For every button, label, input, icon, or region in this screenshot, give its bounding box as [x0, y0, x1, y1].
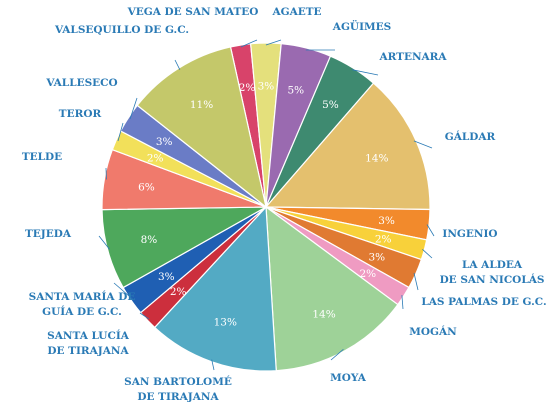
category-label: MOYA	[330, 372, 367, 384]
leader-line	[413, 272, 419, 291]
leader-line	[330, 348, 344, 361]
pie-slice	[153, 205, 277, 372]
slice-percent-label: 3%	[258, 81, 275, 93]
category-label: AGAETE	[271, 6, 321, 18]
category-label: TEROR	[59, 108, 102, 120]
category-label: MOGÁN	[409, 324, 457, 338]
category-label: VEGA DE SAN MATEO	[127, 6, 259, 18]
category-label: LA ALDEA DE SAN NICOLÁS	[440, 259, 545, 286]
slice-percent-label: 13%	[214, 316, 237, 328]
slice-percent-label: 3%	[378, 215, 395, 227]
leader-line	[265, 39, 282, 46]
slice-percent-label: 8%	[141, 234, 158, 246]
slice-percent-label: 2%	[147, 153, 164, 165]
slice-percent-label: 2%	[170, 286, 187, 298]
leader-line	[240, 39, 258, 48]
slice-percent-label: 3%	[158, 271, 175, 283]
category-label: ARTENARA	[378, 51, 447, 63]
category-label: TELDE	[22, 151, 62, 163]
category-label: INGENIO	[442, 228, 497, 240]
slice-percent-label: 14%	[365, 153, 388, 165]
slice-percent-label: 5%	[322, 99, 339, 111]
slice-percent-label: 11%	[190, 99, 213, 111]
category-label: AGÜIMES	[332, 19, 391, 33]
leader-line	[422, 249, 433, 259]
slice-percent-label: 2%	[375, 234, 392, 246]
slice-percent-label: 14%	[312, 309, 335, 321]
leader-line	[98, 235, 110, 250]
category-label: VALLESECO	[45, 77, 117, 89]
slice-percent-label: 3%	[368, 251, 385, 263]
category-label: TEJEDA	[25, 228, 72, 240]
leader-line	[129, 97, 138, 120]
leader-line	[139, 312, 150, 320]
category-label: SANTA LUCÍA DE TIRAJANA	[47, 328, 130, 357]
slice-percent-label: 5%	[287, 84, 304, 96]
leader-line	[351, 69, 379, 76]
leader-line	[211, 359, 215, 371]
slice-percent-label: 2%	[359, 268, 376, 280]
category-label: SANTA MARÍA DE GUÍA DE G.C.	[29, 289, 136, 318]
slice-percent-label: 3%	[156, 136, 173, 148]
category-label: SAN BARTOLOMÉ DE TIRAJANA	[124, 374, 232, 403]
slice-percent-label: 2%	[239, 82, 256, 94]
leader-line	[113, 282, 134, 300]
leader-line	[413, 140, 433, 149]
leader-line	[401, 295, 404, 310]
leader-line	[117, 122, 124, 142]
leader-line	[426, 224, 435, 237]
leader-line	[174, 59, 181, 70]
slice-percent-label: 6%	[138, 181, 155, 193]
pie-slice	[264, 82, 431, 211]
category-label: VALSEQUILLO DE G.C.	[54, 24, 189, 36]
category-label: LAS PALMAS DE G.C.	[421, 296, 546, 308]
category-label: GÁLDAR	[445, 129, 496, 143]
pie-slice	[265, 205, 399, 372]
